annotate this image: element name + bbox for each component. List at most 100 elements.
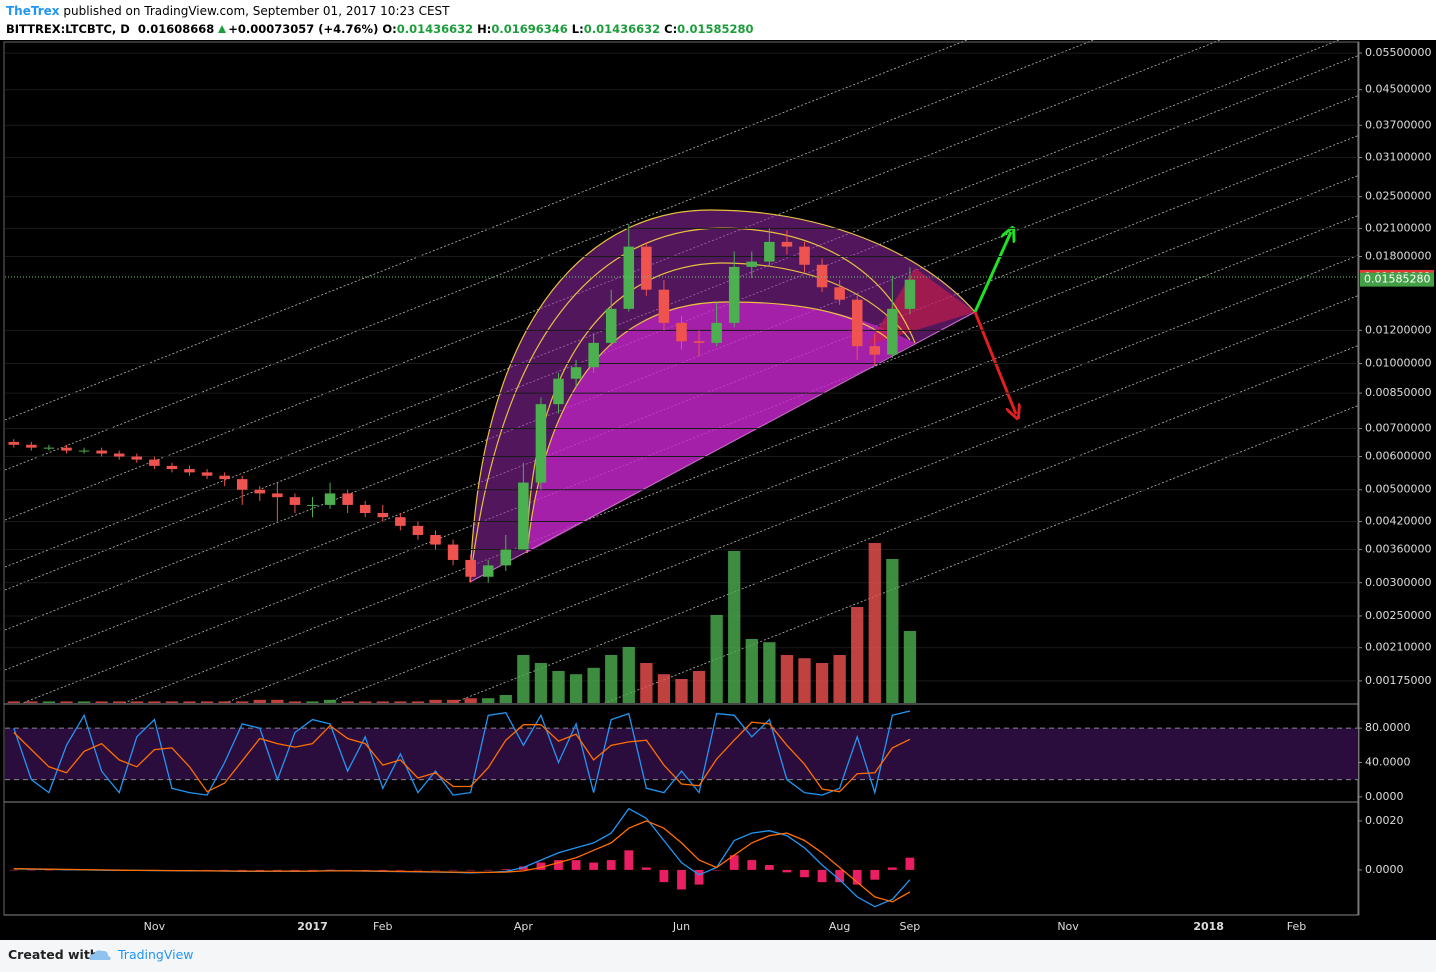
- candle-body: [570, 367, 582, 379]
- close-label: C:: [664, 22, 678, 36]
- volume-bar: [148, 701, 161, 703]
- volume-bar: [569, 674, 583, 703]
- logo: [89, 950, 111, 960]
- candle-body: [61, 447, 72, 451]
- volume-bar: [341, 701, 354, 703]
- volume-bar: [675, 679, 688, 703]
- volume-bar: [517, 655, 530, 703]
- y-tick-label: 0.03100000: [1365, 150, 1431, 163]
- candle-body: [711, 322, 722, 343]
- volume-bar: [780, 655, 794, 703]
- candle-body: [904, 279, 916, 309]
- volume-bar: [359, 701, 372, 703]
- y-tick-label: 0.03700000: [1365, 118, 1431, 131]
- histogram-bar: [571, 860, 581, 870]
- candle-body: [324, 493, 336, 505]
- macd-line: [13, 820, 911, 903]
- y-tick-label: 0.0000: [1365, 790, 1404, 803]
- candle-body: [447, 544, 459, 560]
- histogram-bar: [905, 857, 915, 870]
- arc-fill: [527, 301, 915, 553]
- channel-line: [452, 345, 1358, 703]
- volume-bar: [482, 698, 495, 703]
- histogram-bar: [395, 869, 405, 871]
- x-tick-label: Feb: [1287, 920, 1306, 933]
- y-tick-label: 0.02500000: [1365, 190, 1431, 203]
- histogram-bar: [255, 869, 265, 871]
- y-tick-label: 0.00360000: [1365, 543, 1431, 556]
- volume-bar: [42, 701, 56, 703]
- candle-body: [78, 450, 90, 452]
- candle-body: [588, 342, 599, 368]
- y-tick-label: 0.00500000: [1365, 483, 1431, 496]
- volume-bar: [745, 639, 758, 703]
- volume-bar: [77, 701, 91, 703]
- price-tag: [1360, 272, 1434, 287]
- candle-body: [816, 264, 828, 288]
- histogram-bar: [26, 869, 36, 871]
- channel-line: [5, 135, 1358, 671]
- candle-body: [113, 453, 125, 457]
- open: 0.01436632: [396, 22, 474, 36]
- open-label: O:: [382, 22, 397, 36]
- y-tick-label: 0.01800000: [1365, 249, 1431, 262]
- channel-line: [5, 95, 1358, 631]
- arc: [469, 227, 916, 583]
- histogram-bar: [290, 869, 300, 871]
- x-tick-label: 2017: [297, 920, 328, 933]
- y-tick-label: 0.05500000: [1365, 46, 1431, 59]
- volume-bar: [464, 698, 477, 703]
- candle-body: [96, 450, 107, 454]
- y-tick-label: 0.00175000: [1365, 674, 1431, 687]
- arrow-up: [973, 232, 1011, 313]
- low: 0.01436632: [583, 22, 661, 36]
- volume-bar: [815, 663, 829, 703]
- x-tick-label: Nov: [1057, 920, 1079, 933]
- volume-bar: [7, 701, 20, 703]
- x-tick-label: Jun: [672, 920, 690, 933]
- histogram-bar: [343, 869, 353, 871]
- candle-body: [535, 404, 547, 483]
- histogram-bar: [448, 869, 458, 871]
- histogram-bar: [413, 869, 423, 871]
- candle-body: [184, 469, 195, 473]
- x-tick-label: Sep: [900, 920, 921, 933]
- volume-bar: [692, 671, 706, 703]
- candle-body: [869, 346, 881, 355]
- arrow-down: [973, 311, 1016, 414]
- x-tick-label: Aug: [829, 920, 850, 933]
- histogram-bar: [852, 869, 862, 885]
- candle-body: [482, 565, 494, 577]
- histogram-bar: [518, 866, 528, 870]
- histogram-bar: [483, 869, 493, 871]
- histogram-bar: [360, 869, 370, 871]
- channel-line: [122, 215, 1358, 703]
- candle-body: [43, 447, 55, 449]
- volume-bar: [376, 701, 389, 703]
- histogram-bar: [9, 869, 19, 871]
- candle-body: [166, 465, 178, 470]
- volume-bar: [323, 699, 337, 703]
- volume-bar: [306, 701, 319, 703]
- y-tick-label: 0.02100000: [1365, 221, 1431, 234]
- volume-bar: [183, 701, 196, 703]
- histogram-bar: [308, 869, 317, 871]
- volume-bar: [868, 543, 881, 703]
- volume-bar: [394, 701, 407, 703]
- histogram-bar: [589, 862, 599, 870]
- footer: Created with TradingView: [0, 940, 1436, 972]
- candle-body: [641, 246, 652, 290]
- channel-line: [5, 55, 1358, 591]
- y-tick-label: 0.0020: [1365, 814, 1404, 827]
- volume-bar: [851, 607, 864, 703]
- header: TheTrex published on TradingView.com, Se…: [6, 2, 754, 38]
- drawings: [469, 209, 976, 583]
- x-tick-label: Apr: [514, 920, 534, 933]
- histogram-bar: [272, 869, 282, 871]
- channel-line: [5, 40, 1222, 521]
- histogram-bar: [800, 869, 809, 878]
- candle-body: [149, 459, 160, 466]
- close: 0.01585280: [677, 22, 754, 36]
